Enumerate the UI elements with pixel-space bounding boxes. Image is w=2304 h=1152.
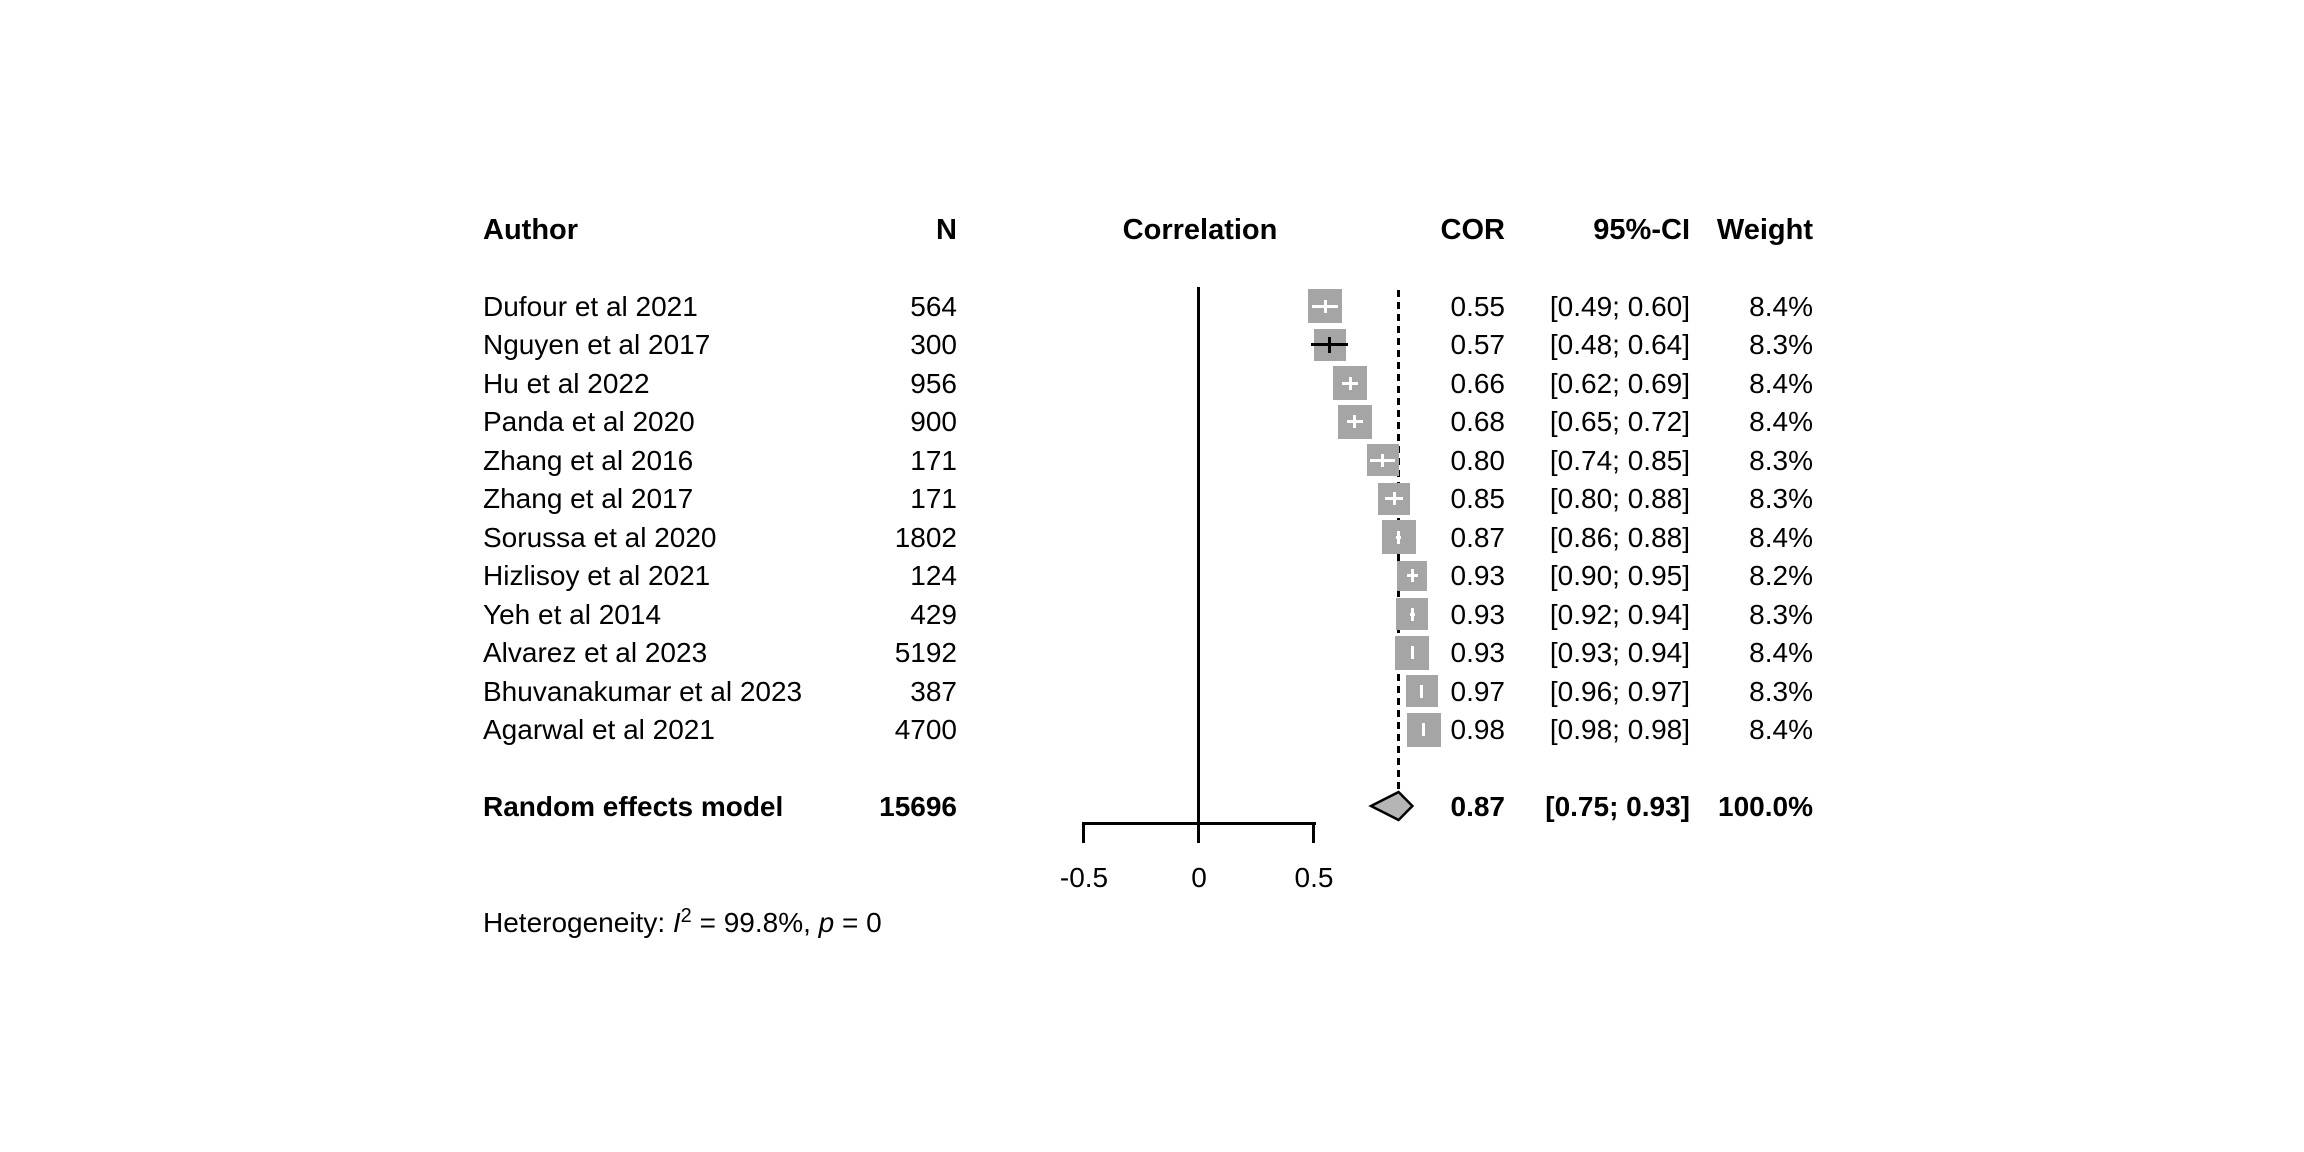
study-author: Hu et al 2022	[483, 367, 650, 399]
summary-cor: 0.87	[1450, 791, 1506, 822]
study-n: 1802	[894, 521, 957, 553]
study-ci: [0.86; 0.88]	[1549, 521, 1690, 553]
header-cor: COR	[1440, 214, 1505, 246]
header-weight: Weight	[1716, 214, 1813, 246]
point-estimate-tick	[1410, 569, 1414, 582]
study-weight: 8.4%	[1749, 521, 1813, 553]
zero-reference-line	[1197, 287, 1200, 843]
study-ci: [0.48; 0.64]	[1549, 329, 1690, 360]
study-author: Zhang et al 2016	[483, 444, 694, 476]
study-n: 956	[910, 367, 957, 399]
summary-label: Random effects model	[483, 791, 784, 822]
heterogeneity-note: Heterogeneity: I2 = 99.8%, p = 0	[483, 903, 882, 942]
study-n: 171	[910, 444, 957, 476]
point-estimate-tick	[1381, 453, 1384, 467]
study-author: Sorussa et al 2020	[483, 521, 717, 553]
summary-n: 15696	[879, 791, 957, 822]
study-cor: 0.55	[1450, 290, 1506, 322]
study-ci: [0.90; 0.95]	[1549, 560, 1690, 591]
study-ci: [0.80; 0.88]	[1549, 483, 1690, 514]
axis-tick-label: -0.5	[1059, 862, 1109, 893]
study-weight: 8.4%	[1749, 406, 1813, 437]
study-cor: 0.97	[1450, 675, 1506, 707]
study-weight: 8.4%	[1749, 637, 1813, 668]
axis-tick	[1082, 822, 1085, 843]
study-weight: 8.3%	[1749, 483, 1813, 514]
study-author: Alvarez et al 2023	[483, 637, 708, 668]
study-author: Nguyen et al 2017	[483, 329, 711, 360]
axis-tick-label: 0	[1191, 862, 1207, 893]
study-cor: 0.80	[1450, 444, 1506, 476]
header-ci: 95%-CI	[1593, 214, 1690, 246]
axis-tick-label: 0.5	[1294, 862, 1334, 893]
study-ci: [0.65; 0.72]	[1549, 406, 1690, 437]
heterogeneity-prefix: Heterogeneity:	[483, 907, 673, 938]
study-cor: 0.85	[1450, 483, 1506, 514]
study-n: 387	[910, 675, 957, 707]
study-ci: [0.49; 0.60]	[1549, 290, 1690, 322]
point-estimate-tick	[1420, 684, 1424, 698]
point-estimate-tick	[1328, 336, 1332, 353]
summary-diamond	[1368, 790, 1415, 822]
study-weight: 8.4%	[1749, 714, 1813, 745]
study-weight: 8.4%	[1749, 290, 1813, 322]
study-cor: 0.93	[1450, 560, 1506, 591]
study-n: 171	[910, 483, 957, 514]
study-author: Bhuvanakumar et al 2023	[483, 675, 803, 707]
study-author: Panda et al 2020	[483, 406, 695, 437]
study-cor: 0.98	[1450, 714, 1506, 745]
study-n: 429	[910, 598, 957, 630]
study-weight: 8.2%	[1749, 560, 1813, 591]
study-author: Agarwal et al 2021	[483, 714, 715, 745]
study-n: 564	[910, 290, 957, 322]
study-cor: 0.93	[1450, 637, 1506, 668]
study-cor: 0.66	[1450, 367, 1506, 399]
study-weight: 8.3%	[1749, 444, 1813, 476]
summary-weight: 100.0%	[1718, 791, 1813, 822]
study-n: 900	[910, 406, 957, 437]
point-estimate-tick	[1397, 530, 1401, 544]
study-cor: 0.57	[1450, 329, 1506, 360]
study-author: Dufour et al 2021	[483, 290, 698, 322]
point-estimate-tick	[1410, 607, 1414, 621]
study-ci: [0.62; 0.69]	[1549, 367, 1690, 399]
i-squared-symbol: I	[672, 907, 681, 938]
study-n: 5192	[894, 637, 957, 668]
point-estimate-tick	[1422, 723, 1426, 736]
study-author: Hizlisoy et al 2021	[483, 560, 711, 591]
study-cor: 0.87	[1450, 521, 1506, 553]
study-ci: [0.93; 0.94]	[1549, 637, 1690, 668]
study-ci: [0.92; 0.94]	[1549, 598, 1690, 630]
heterogeneity-end: = 0	[834, 907, 882, 938]
p-symbol: p	[818, 907, 835, 938]
point-estimate-tick	[1323, 299, 1327, 313]
i-squared-exponent: 2	[680, 905, 692, 927]
study-weight: 8.3%	[1749, 598, 1813, 630]
header-n: N	[936, 214, 957, 246]
study-weight: 8.4%	[1749, 367, 1813, 399]
summary-ci: [0.75; 0.93]	[1545, 791, 1690, 822]
point-estimate-tick	[1392, 492, 1396, 505]
study-ci: [0.96; 0.97]	[1549, 675, 1690, 707]
study-cor: 0.93	[1450, 598, 1506, 630]
study-weight: 8.3%	[1749, 675, 1813, 707]
study-n: 4700	[894, 714, 957, 745]
axis-tick	[1312, 822, 1315, 843]
header-author: Author	[483, 214, 579, 246]
study-n: 300	[910, 329, 957, 360]
study-author: Zhang et al 2017	[483, 483, 694, 514]
study-cor: 0.68	[1450, 406, 1506, 437]
study-author: Yeh et al 2014	[483, 598, 662, 630]
point-estimate-tick	[1348, 376, 1352, 390]
study-n: 124	[910, 560, 957, 591]
study-ci: [0.74; 0.85]	[1549, 444, 1690, 476]
header-correlation: Correlation	[1122, 214, 1278, 246]
study-ci: [0.98; 0.98]	[1549, 714, 1690, 745]
heterogeneity-mid: = 99.8%,	[691, 907, 819, 938]
point-estimate-tick	[1410, 646, 1414, 659]
study-weight: 8.3%	[1749, 329, 1813, 360]
point-estimate-tick	[1353, 415, 1357, 428]
